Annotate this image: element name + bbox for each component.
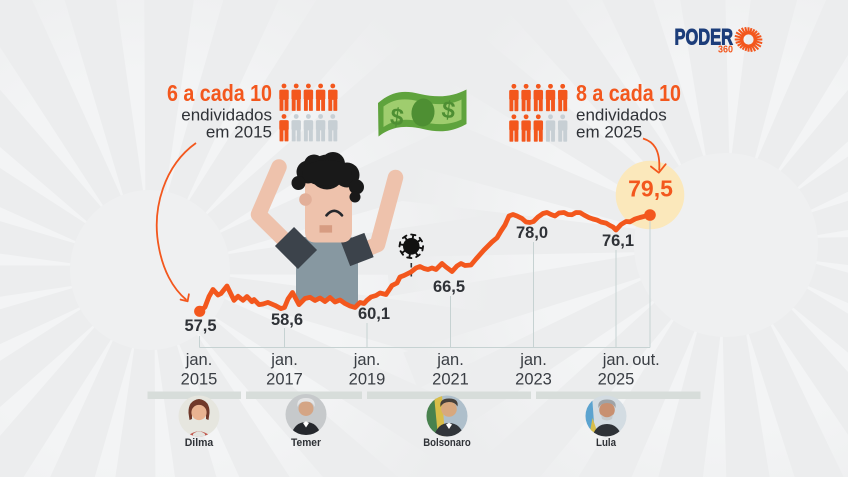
svg-text:76,1: 76,1	[602, 232, 634, 250]
svg-text:out.: out.	[632, 351, 660, 369]
svg-text:6 a cada 10: 6 a cada 10	[167, 80, 272, 106]
svg-text:Lula: Lula	[596, 437, 617, 449]
svg-text:jan.: jan.	[602, 351, 630, 369]
svg-text:endividados: endividados	[576, 106, 667, 125]
svg-text:66,5: 66,5	[433, 278, 465, 296]
svg-text:8 a cada 10: 8 a cada 10	[576, 80, 681, 106]
svg-text:60,1: 60,1	[358, 305, 390, 323]
svg-text:78,0: 78,0	[516, 224, 548, 242]
svg-text:jan.: jan.	[270, 351, 298, 369]
svg-text:Bolsonaro: Bolsonaro	[423, 437, 471, 449]
svg-text:2015: 2015	[181, 371, 218, 389]
svg-text:PODER: PODER	[675, 25, 734, 50]
svg-text:2021: 2021	[432, 371, 469, 389]
svg-text:endividados: endividados	[181, 106, 272, 125]
svg-text:jan.: jan.	[185, 351, 213, 369]
svg-text:58,6: 58,6	[271, 311, 303, 329]
svg-text:2019: 2019	[349, 371, 386, 389]
svg-text:Temer: Temer	[291, 437, 322, 449]
svg-text:jan.: jan.	[519, 351, 547, 369]
svg-text:em 2015: em 2015	[206, 123, 272, 142]
svg-text:em 2025: em 2025	[576, 123, 642, 142]
svg-text:360: 360	[718, 45, 733, 56]
svg-text:$: $	[389, 103, 406, 132]
svg-text:$: $	[440, 96, 457, 125]
svg-text:2025: 2025	[598, 371, 635, 389]
svg-text:jan.: jan.	[353, 351, 381, 369]
svg-text:57,5: 57,5	[184, 317, 216, 335]
svg-text:2023: 2023	[515, 371, 552, 389]
svg-text:Dilma: Dilma	[185, 437, 214, 449]
svg-text:79,5: 79,5	[628, 176, 673, 202]
svg-text:2017: 2017	[266, 371, 303, 389]
svg-text:jan.: jan.	[436, 351, 464, 369]
